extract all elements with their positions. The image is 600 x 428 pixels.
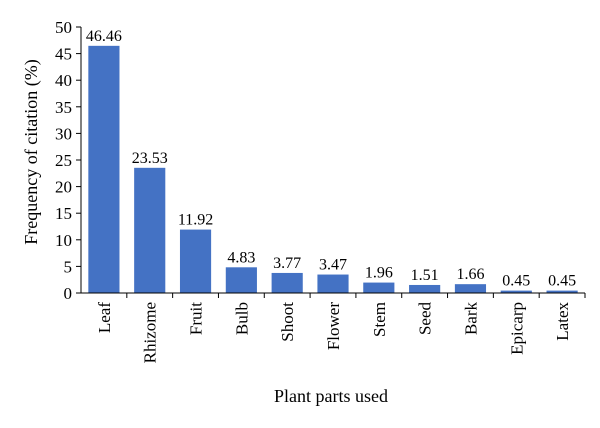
y-axis-ticks: 0 5 10 15 20 25 30 35 40 45 50 (55, 18, 81, 303)
bar-flower (317, 274, 349, 293)
data-label-fruit: 11.92 (178, 212, 213, 229)
y-tick-label: 5 (64, 257, 73, 276)
data-label-leaf: 46.46 (86, 28, 122, 45)
bar-rhizome (134, 167, 166, 293)
x-tick-label-shoot: Shoot (278, 302, 297, 342)
data-labels: 46.46 23.53 11.92 4.83 3.77 3.47 1.96 1.51 1.66 0… (86, 28, 576, 290)
x-tick-label-stem: Stem (370, 302, 389, 337)
x-tick-label-epicarp: Epicarp (507, 302, 526, 355)
x-axis-ticks: Leaf Rhizome Fruit Bulb Shoot Flower Stem Seed B… (95, 293, 586, 363)
y-tick-label: 40 (55, 71, 72, 90)
x-tick-label-seed: Seed (416, 302, 435, 336)
data-label-seed: 1.51 (411, 267, 439, 284)
bar-latex (546, 290, 578, 293)
data-label-epicarp: 0.45 (502, 273, 530, 290)
y-tick-label: 0 (64, 284, 73, 303)
y-tick-label: 25 (55, 151, 72, 170)
y-tick-label: 20 (55, 178, 72, 197)
data-label-bark: 1.66 (456, 266, 484, 283)
x-tick-label-rhizome: Rhizome (141, 302, 160, 363)
data-label-flower: 3.47 (319, 257, 347, 274)
bars (88, 45, 578, 294)
bar-shoot (271, 272, 303, 293)
bar-bulb (225, 267, 257, 293)
x-axis-title: Plant parts used (274, 386, 388, 406)
y-tick-label: 10 (55, 231, 72, 250)
x-tick-label-latex: Latex (553, 302, 572, 341)
data-label-bulb: 4.83 (227, 249, 255, 266)
x-tick-label-fruit: Fruit (187, 302, 206, 335)
data-label-stem: 1.96 (365, 265, 393, 282)
bar-stem (363, 282, 395, 293)
y-tick-label: 45 (55, 45, 72, 64)
y-tick-label: 50 (55, 18, 72, 37)
bar-fruit (179, 229, 212, 293)
bar-seed (409, 284, 441, 293)
y-tick-label: 35 (55, 98, 72, 117)
x-tick-label-leaf: Leaf (95, 302, 114, 333)
bar-bark (454, 284, 487, 293)
bar-epicarp (500, 290, 532, 293)
y-tick-label: 15 (55, 204, 72, 223)
data-label-rhizome: 23.53 (132, 150, 168, 167)
bar-leaf (88, 45, 120, 294)
x-tick-label-flower: Flower (324, 302, 343, 351)
y-tick-label: 30 (55, 124, 72, 143)
x-tick-label-bark: Bark (461, 302, 480, 336)
data-label-shoot: 3.77 (273, 255, 301, 272)
x-tick-label-bulb: Bulb (232, 302, 251, 335)
data-label-latex: 0.45 (548, 273, 576, 290)
y-axis-title: Frequency of citation (%) (21, 59, 42, 244)
